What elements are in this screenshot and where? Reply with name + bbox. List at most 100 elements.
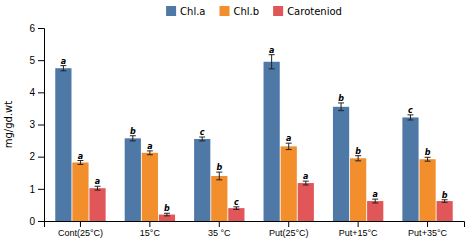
- error-bar: [269, 55, 275, 69]
- bar-annotation: b: [164, 204, 170, 213]
- bar: [333, 107, 349, 221]
- series: [89, 181, 452, 221]
- error-bar: [372, 199, 378, 203]
- error-bar: [407, 115, 413, 120]
- tick-label: 6: [29, 23, 35, 34]
- tick-mark: [38, 189, 44, 190]
- bar-annotation: b: [216, 163, 222, 172]
- error-bar-line: [286, 143, 292, 149]
- error-bar: [355, 156, 361, 161]
- tick-mark: [149, 221, 150, 227]
- tick: 35 °C: [208, 221, 231, 238]
- error-bar-line: [199, 137, 205, 141]
- bar-annotation: a: [61, 57, 66, 66]
- tick: 3: [29, 119, 44, 130]
- error-bar: [216, 172, 222, 180]
- bar-annotation: b: [338, 94, 344, 103]
- plot: 0 1 2 3 4 5 6 Cont(25°C) 15°C 35 °C Put(25°C) Put+1…: [29, 23, 464, 239]
- tick: 6: [29, 23, 44, 34]
- tick-mark: [38, 221, 44, 222]
- tick-label: Put(25°C): [269, 228, 309, 238]
- error-bar: [303, 181, 309, 185]
- tick-mark: [38, 28, 44, 29]
- tick: 0: [29, 216, 44, 227]
- error-bar: [77, 161, 83, 165]
- error-bar: [425, 157, 431, 161]
- bar: [281, 146, 297, 221]
- tick-label: Cont(25°C): [58, 228, 103, 238]
- error-bar-line: [60, 66, 66, 71]
- bar-annotation: a: [269, 46, 274, 55]
- tick-mark: [358, 221, 359, 227]
- error-bar-line: [147, 151, 153, 155]
- tick: 15°C: [140, 221, 161, 238]
- error-bar: [442, 200, 448, 203]
- bar-annotation: b: [355, 147, 361, 156]
- bar-annotation: a: [303, 172, 308, 181]
- tick-label: 1: [29, 184, 35, 195]
- error-bar-line: [303, 181, 309, 185]
- tick: 2: [29, 151, 44, 162]
- tick-label: 0: [29, 216, 35, 227]
- error-bar: [60, 66, 66, 71]
- error-bar-line: [355, 156, 361, 161]
- tick: 1: [29, 184, 44, 195]
- bar: [264, 62, 280, 221]
- tick: 4: [29, 87, 44, 98]
- error-bar-line: [407, 115, 413, 120]
- bar: [402, 117, 418, 221]
- axis-line: [38, 29, 45, 222]
- tick-label: 3: [29, 119, 35, 130]
- error-bar-line: [216, 172, 222, 180]
- bar-annotation: b: [442, 191, 448, 200]
- legend: Chl.aChl.bCaroteniod: [166, 6, 342, 17]
- x-axis: Cont(25°C) 15°C 35 °C Put(25°C) Put+15°C Put+…: [45, 221, 465, 238]
- error-bar-line: [425, 157, 431, 161]
- tick-label: 2: [29, 151, 35, 162]
- bar: [72, 162, 88, 221]
- y-axis: 0 1 2 3 4 5 6: [29, 23, 44, 227]
- axis-line: [45, 222, 465, 228]
- legend-swatch: [273, 6, 283, 16]
- error-bar: [130, 136, 136, 141]
- tick-label: 5: [29, 55, 35, 66]
- bar-annotations: abcabcaababbabcaab: [61, 46, 448, 214]
- tick-mark: [38, 60, 44, 61]
- legend-label: Caroteniod: [287, 6, 342, 17]
- bar: [419, 159, 435, 221]
- error-bar-line: [233, 207, 239, 210]
- legend-label: Chl.a: [180, 6, 205, 17]
- bar-annotation: a: [372, 190, 377, 199]
- bar-annotation: a: [95, 177, 100, 186]
- tick-mark: [288, 221, 289, 227]
- error-bar: [164, 213, 170, 216]
- tick: Put+15°C: [339, 221, 378, 238]
- bar-annotation: b: [425, 148, 431, 157]
- bar-annotation: a: [147, 142, 152, 151]
- tick: 5: [29, 55, 44, 66]
- tick-mark: [80, 221, 81, 227]
- tick-mark: [219, 221, 220, 227]
- tick-mark: [38, 92, 44, 93]
- bar: [298, 183, 314, 221]
- bar: [228, 208, 244, 221]
- bar: [211, 176, 227, 221]
- tick-label: Put+35°C: [408, 228, 447, 238]
- legend-swatch: [220, 6, 230, 16]
- bar-annotation: a: [286, 134, 291, 143]
- bar: [142, 153, 158, 221]
- tick-label: 35 °C: [208, 228, 231, 238]
- tick-label: 4: [29, 87, 35, 98]
- tick-mark: [427, 221, 428, 227]
- bar-annotation: c: [234, 198, 239, 207]
- error-bar-line: [164, 213, 170, 216]
- tick-label: Put+15°C: [339, 228, 378, 238]
- bar-annotation: b: [130, 127, 136, 136]
- bar: [125, 138, 141, 221]
- error-bar-line: [442, 200, 448, 203]
- bar: [194, 139, 210, 221]
- tick: Cont(25°C): [58, 221, 103, 238]
- error-bar-line: [77, 161, 83, 165]
- error-bar-line: [130, 136, 136, 141]
- y-axis-title: mg/gd.wt: [3, 101, 14, 149]
